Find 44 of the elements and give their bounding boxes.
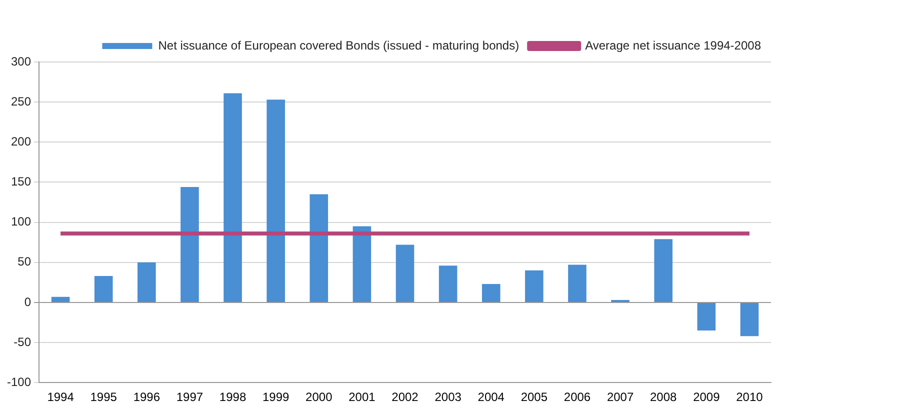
bar — [94, 276, 113, 302]
y-tick-label: -100 — [6, 374, 32, 389]
bar — [180, 187, 199, 302]
bar — [568, 264, 586, 302]
y-tick-label: 250 — [10, 94, 32, 108]
x-tick-label: 1996 — [133, 390, 160, 404]
x-tick-label: 1999 — [262, 390, 290, 404]
y-tick-label: 200 — [10, 134, 32, 148]
bar — [352, 226, 372, 302]
x-tick-label: 2000 — [306, 390, 333, 404]
x-tick-label: 1994 — [47, 390, 74, 404]
y-tick-label: 100 — [10, 214, 32, 229]
bar — [51, 296, 70, 302]
bar — [224, 93, 242, 302]
x-tick-label: 1995 — [90, 390, 118, 404]
y-tick-label: 300 — [10, 54, 32, 68]
bar — [266, 100, 285, 302]
x-tick-label: 2002 — [392, 390, 419, 404]
y-tick-label: 50 — [18, 254, 32, 269]
x-tick-label: 2006 — [564, 390, 591, 404]
x-tick-label: 2001 — [348, 390, 376, 404]
bar — [697, 302, 716, 331]
x-tick-label: 2003 — [434, 390, 462, 404]
bar — [396, 244, 414, 302]
bar — [438, 266, 458, 302]
x-tick-label: 2008 — [650, 390, 678, 404]
x-tick-label: 2009 — [693, 390, 720, 404]
x-tick-label: 1997 — [176, 390, 204, 404]
bar — [310, 194, 328, 302]
y-tick-label: -50 — [14, 334, 32, 349]
bar — [138, 262, 156, 302]
y-tick-label: 0 — [24, 294, 32, 309]
x-tick-label: 1998 — [219, 390, 246, 404]
y-tick-label: 150 — [10, 174, 32, 189]
bar — [654, 239, 673, 302]
bar — [482, 284, 500, 302]
bar — [525, 270, 544, 302]
x-tick-label: 2004 — [478, 390, 505, 404]
x-tick-label: 2005 — [520, 390, 548, 404]
legend-label: Average net issuance 1994-2008 — [585, 38, 762, 52]
x-tick-label: 2007 — [606, 390, 634, 404]
x-tick-label: 2010 — [736, 390, 764, 404]
bar — [740, 302, 759, 336]
legend-label: Net issuance of European covered Bonds (issued - maturing bonds) — [158, 38, 520, 52]
